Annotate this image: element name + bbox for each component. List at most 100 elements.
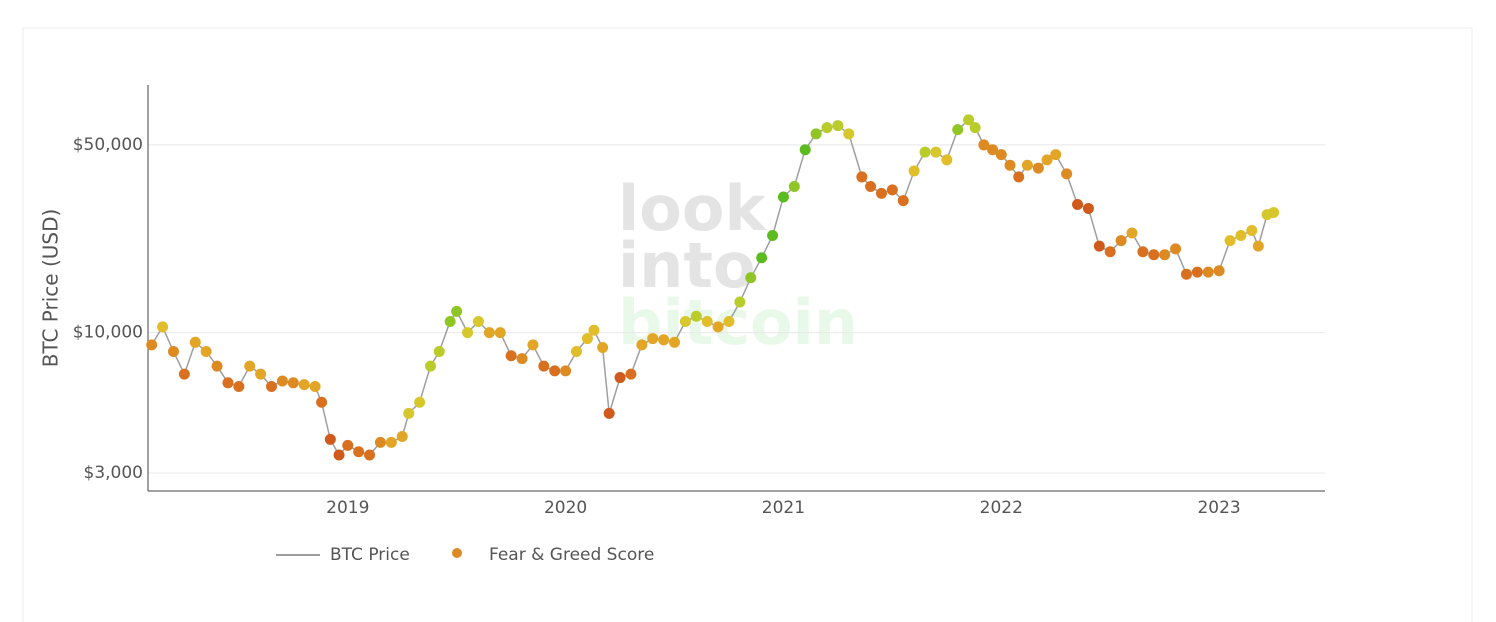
y-tick-label: $10,000 bbox=[73, 323, 143, 343]
score-dot bbox=[309, 380, 321, 392]
score-dot bbox=[1082, 202, 1094, 214]
score-dot bbox=[930, 146, 942, 158]
score-dot bbox=[865, 181, 877, 193]
score-dot bbox=[603, 407, 615, 419]
score-dot bbox=[788, 181, 800, 193]
x-tick-label: 2023 bbox=[1197, 498, 1240, 518]
score-dot bbox=[963, 114, 975, 126]
x-tick-label: 2020 bbox=[544, 498, 587, 518]
score-dot bbox=[745, 272, 757, 284]
score-dot bbox=[157, 321, 169, 333]
score-dot bbox=[1004, 159, 1016, 171]
score-dot bbox=[1246, 225, 1258, 237]
score-dot bbox=[1159, 249, 1171, 261]
watermark-text: look bbox=[618, 172, 767, 245]
score-dot bbox=[462, 327, 474, 339]
score-dot bbox=[897, 195, 909, 207]
score-dot bbox=[1072, 198, 1084, 210]
score-dot bbox=[941, 154, 953, 166]
score-dot bbox=[298, 379, 310, 391]
score-dot bbox=[200, 346, 212, 358]
x-tick-label: 2019 bbox=[326, 498, 369, 518]
score-dot bbox=[233, 380, 245, 392]
legend-dot bbox=[452, 548, 462, 558]
score-dot bbox=[1061, 168, 1073, 180]
score-dot bbox=[451, 305, 463, 317]
score-dot bbox=[1050, 149, 1062, 161]
score-dot bbox=[1191, 266, 1203, 278]
score-dot bbox=[679, 315, 691, 327]
score-dot bbox=[712, 321, 724, 333]
legend-label: BTC Price bbox=[330, 545, 410, 565]
score-dot bbox=[549, 365, 561, 377]
y-tick-label: $3,000 bbox=[84, 463, 143, 483]
score-dot bbox=[516, 353, 528, 365]
score-dot bbox=[701, 315, 713, 327]
score-dot bbox=[1202, 266, 1214, 278]
score-dot bbox=[483, 327, 495, 339]
score-dot bbox=[952, 124, 964, 136]
score-dot bbox=[385, 436, 397, 448]
score-dot bbox=[1013, 171, 1025, 183]
score-dot bbox=[178, 368, 190, 380]
score-dot bbox=[1268, 207, 1280, 219]
card bbox=[22, 27, 1473, 622]
y-tick-label: $50,000 bbox=[73, 135, 143, 155]
score-dot bbox=[658, 334, 670, 346]
score-dot bbox=[734, 296, 746, 308]
score-dot bbox=[886, 184, 898, 196]
score-dot bbox=[266, 380, 278, 392]
score-dot bbox=[472, 315, 484, 327]
score-dot bbox=[756, 252, 768, 264]
score-dot bbox=[588, 324, 600, 336]
score-dot bbox=[832, 120, 844, 132]
score-dot bbox=[444, 315, 456, 327]
score-dot bbox=[995, 149, 1007, 161]
score-dot bbox=[1170, 243, 1182, 255]
score-dot bbox=[211, 360, 223, 372]
score-dot bbox=[1093, 240, 1105, 252]
score-dot bbox=[875, 187, 887, 199]
score-dot bbox=[316, 396, 328, 408]
score-dot bbox=[636, 339, 648, 351]
score-dot bbox=[494, 327, 506, 339]
score-dot bbox=[353, 446, 365, 458]
score-dot bbox=[570, 346, 582, 358]
legend-label: Fear & Greed Score bbox=[489, 545, 654, 565]
score-dot bbox=[1148, 249, 1160, 261]
score-dot bbox=[425, 360, 437, 372]
score-dot bbox=[364, 449, 376, 461]
score-dot bbox=[908, 165, 920, 177]
score-dot bbox=[1041, 154, 1053, 166]
score-dot bbox=[723, 315, 735, 327]
score-dot bbox=[560, 365, 572, 377]
score-dot bbox=[799, 144, 811, 156]
score-dot bbox=[167, 346, 179, 358]
score-dot bbox=[1021, 159, 1033, 171]
score-dot bbox=[919, 146, 931, 158]
score-dot bbox=[1115, 235, 1127, 247]
score-dot bbox=[1104, 246, 1116, 258]
score-dot bbox=[690, 310, 702, 322]
score-dot bbox=[856, 171, 868, 183]
score-dot bbox=[1126, 227, 1138, 239]
score-dot bbox=[843, 128, 855, 140]
score-dot bbox=[1235, 229, 1247, 241]
score-dot bbox=[244, 360, 256, 372]
score-dot bbox=[669, 336, 681, 348]
score-dot bbox=[969, 122, 981, 134]
score-dot bbox=[1213, 265, 1225, 277]
score-dot bbox=[767, 229, 779, 241]
score-dot bbox=[255, 368, 267, 380]
score-dot bbox=[146, 339, 158, 351]
score-dot bbox=[396, 431, 408, 443]
y-axis-title: BTC Price (USD) bbox=[39, 209, 63, 368]
score-dot bbox=[342, 439, 354, 451]
score-dot bbox=[597, 341, 609, 353]
x-tick-label: 2021 bbox=[762, 498, 805, 518]
score-dot bbox=[374, 436, 386, 448]
score-dot bbox=[505, 350, 517, 362]
score-dot bbox=[821, 122, 833, 134]
